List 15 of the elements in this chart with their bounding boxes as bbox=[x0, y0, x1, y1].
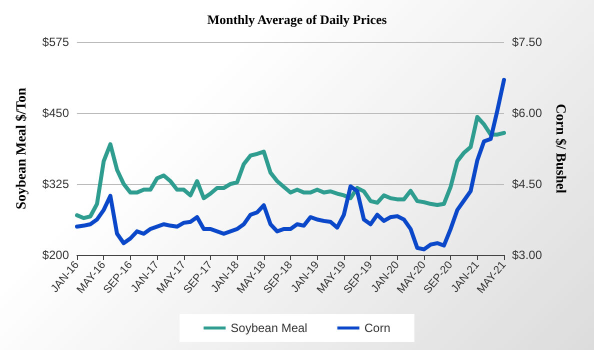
legend-label: Corn bbox=[364, 321, 390, 335]
legend-label: Soybean Meal bbox=[230, 321, 308, 335]
line-series bbox=[75, 78, 506, 252]
y2-tick-label: $7.50 bbox=[512, 35, 542, 49]
y2-tick-label: $3.00 bbox=[512, 248, 542, 262]
y-tick-label: $200 bbox=[42, 248, 70, 262]
line-series bbox=[75, 114, 506, 220]
y-axis-title: Soybean Meal $/Ton bbox=[14, 87, 30, 210]
y2-tick-label: $6.00 bbox=[512, 106, 542, 120]
chart-title: Monthly Average of Daily Prices bbox=[207, 12, 387, 27]
y-tick-label: $450 bbox=[42, 106, 70, 120]
y-tick-label: $575 bbox=[42, 35, 70, 49]
y-tick-label: $325 bbox=[42, 177, 70, 191]
y2-tick-label: $4.50 bbox=[512, 177, 542, 191]
y2-axis-title: Corn $/ Bushel bbox=[552, 104, 568, 194]
